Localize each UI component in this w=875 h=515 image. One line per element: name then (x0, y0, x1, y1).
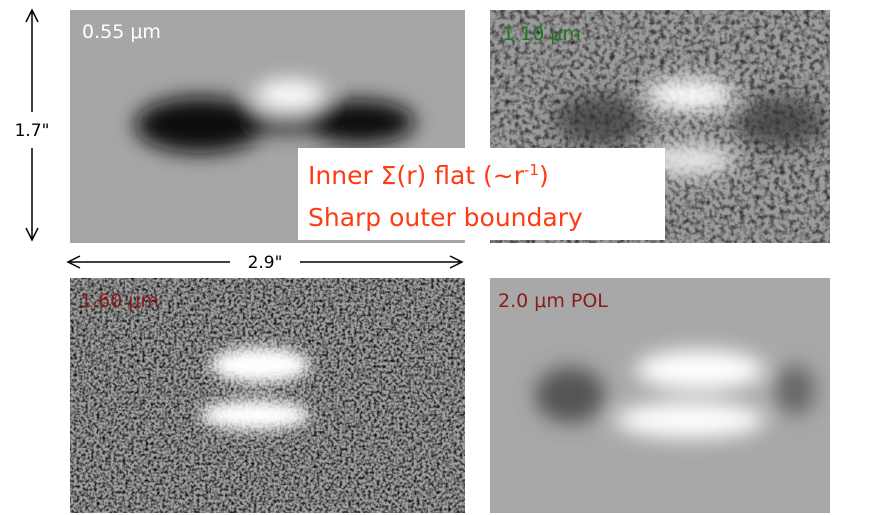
width-label: 2.9" (248, 253, 283, 273)
panel-0-55 (70, 10, 465, 243)
panel-label: 0.55 μm (82, 21, 161, 43)
annotation-line: Sharp outer boundary (308, 203, 583, 232)
height-label: 1.7" (15, 121, 50, 141)
panel-label: 1.60 μm (80, 290, 159, 312)
annotation-line: Inner Σ(r) flat (~r-1) (308, 161, 549, 190)
annotation-sup: -1 (524, 161, 539, 179)
panel-label: 1.10 μm (502, 23, 581, 45)
panel-label: 2.0 μm POL (498, 290, 608, 312)
height-arrow (25, 8, 39, 242)
panel-2-0-pol (490, 278, 830, 513)
width-arrow (66, 255, 464, 269)
annotation-text: Inner Σ(r) flat (~r (308, 161, 525, 190)
panel-1-60 (70, 278, 465, 513)
annotation-text: ) (539, 161, 549, 190)
annotation-box (298, 148, 665, 240)
